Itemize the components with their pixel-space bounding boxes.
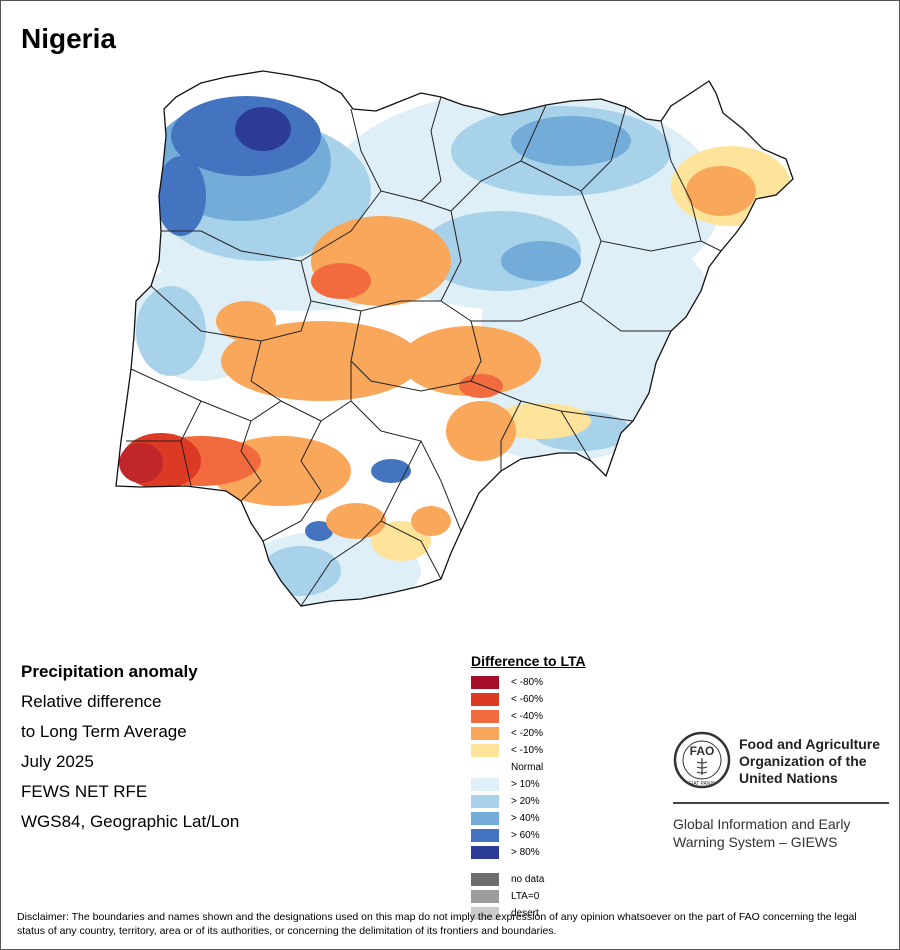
- legend-label: < -60%: [511, 694, 543, 705]
- legend-swatch: [471, 812, 499, 825]
- legend-title: Difference to LTA: [471, 653, 586, 669]
- legend-swatch: [471, 710, 499, 723]
- info-line-title: Precipitation anomaly: [21, 662, 198, 681]
- legend-swatch: [471, 744, 499, 757]
- legend-item: > 20%: [471, 793, 586, 810]
- fao-logo-text: FAO: [690, 744, 715, 758]
- fao-name-line: United Nations: [739, 770, 838, 786]
- giews-line: Global Information and Early: [673, 816, 851, 832]
- legend-swatch: [471, 727, 499, 740]
- legend-item: < -60%: [471, 691, 586, 708]
- map-info: Precipitation anomaly Relative differenc…: [21, 657, 239, 837]
- legend-label: < -80%: [511, 677, 543, 688]
- legend-swatch: [471, 676, 499, 689]
- fao-organization-name: Food and Agriculture Organization of the…: [739, 736, 880, 787]
- legend-swatch: [471, 907, 499, 920]
- legend-label: Normal: [511, 762, 544, 773]
- legend-item-normal: Normal: [471, 759, 586, 776]
- map-title: Nigeria: [21, 23, 116, 54]
- precipitation-anomaly-map: [115, 70, 794, 607]
- legend-item: > 40%: [471, 810, 586, 827]
- legend-label: < -20%: [511, 728, 543, 739]
- fao-name-line: Food and Agriculture: [739, 736, 881, 752]
- legend-item: desert: [471, 905, 586, 922]
- legend-item: > 60%: [471, 827, 586, 844]
- giews-line: Warning System – GIEWS: [673, 834, 838, 850]
- info-line-period: July 2025: [21, 752, 94, 771]
- legend-label: > 60%: [511, 830, 540, 841]
- state-boundaries: [126, 96, 722, 607]
- legend-item: < -40%: [471, 708, 586, 725]
- legend-label: LTA=0: [511, 891, 540, 902]
- legend-swatch: [471, 795, 499, 808]
- legend-item: no data: [471, 871, 586, 888]
- disclaimer: Disclaimer: The boundaries and names sho…: [17, 911, 857, 937]
- legend: Difference to LTA < -80% < -60% < -40% <…: [471, 653, 586, 922]
- legend-swatch: [471, 829, 499, 842]
- legend-item: < -80%: [471, 674, 586, 691]
- fao-logo-icon: FAO FIAT PANIS: [673, 731, 731, 789]
- divider: [673, 802, 889, 804]
- info-line-projection: WGS84, Geographic Lat/Lon: [21, 812, 240, 831]
- legend-label: no data: [511, 874, 545, 885]
- giews-name: Global Information and Early Warning Sys…: [673, 815, 850, 851]
- legend-item: LTA=0: [471, 888, 586, 905]
- legend-label: > 80%: [511, 847, 540, 858]
- fao-name-line: Organization of the: [739, 753, 867, 769]
- legend-item: > 80%: [471, 844, 586, 861]
- legend-swatch: [471, 778, 499, 791]
- legend-swatch: [471, 890, 499, 903]
- legend-swatch: [471, 846, 499, 859]
- legend-label: > 40%: [511, 813, 540, 824]
- legend-item: < -10%: [471, 742, 586, 759]
- info-line-method: Relative difference: [21, 692, 162, 711]
- info-line-reference: to Long Term Average: [21, 722, 187, 741]
- legend-item: > 10%: [471, 776, 586, 793]
- legend-swatch: [471, 873, 499, 886]
- legend-label: > 20%: [511, 796, 540, 807]
- legend-label: < -10%: [511, 745, 543, 756]
- legend-label: desert: [511, 908, 539, 919]
- fao-logo-motto: FIAT PANIS: [689, 781, 716, 787]
- info-line-source: FEWS NET RFE: [21, 782, 148, 801]
- legend-label: < -40%: [511, 711, 543, 722]
- legend-swatch: [471, 693, 499, 706]
- legend-item: < -20%: [471, 725, 586, 742]
- legend-swatch: [471, 761, 499, 774]
- legend-label: > 10%: [511, 779, 540, 790]
